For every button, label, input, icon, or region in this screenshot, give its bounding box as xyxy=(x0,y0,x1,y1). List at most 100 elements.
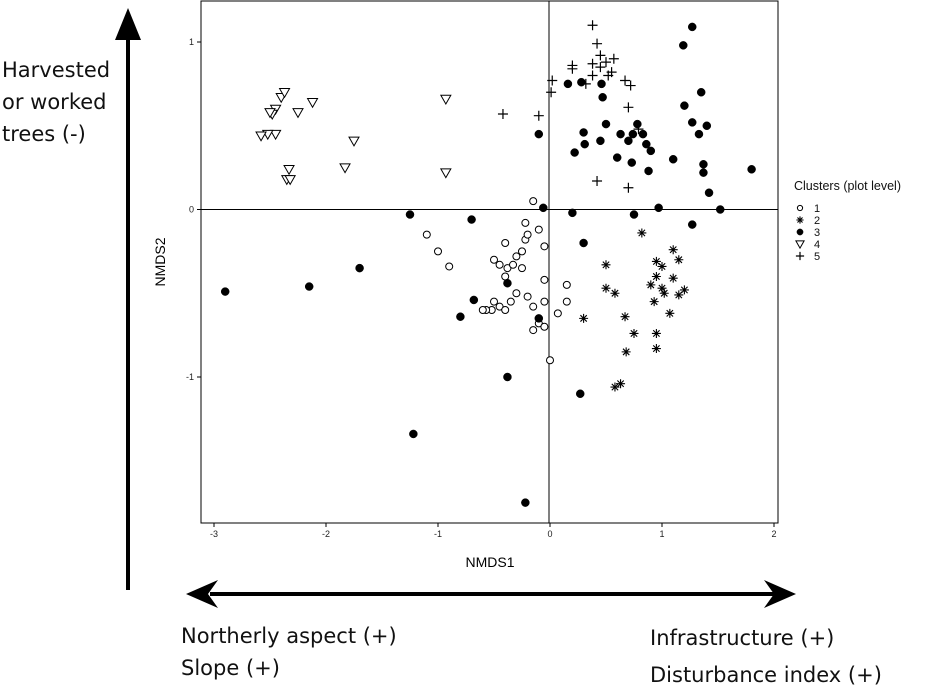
data-point-cluster-3 xyxy=(579,128,588,137)
data-point-cluster-1 xyxy=(529,197,538,206)
data-point-cluster-1 xyxy=(523,292,532,301)
data-point-cluster-3 xyxy=(638,129,648,139)
data-point-cluster-1 xyxy=(540,322,549,331)
data-point-cluster-3 xyxy=(539,203,548,213)
data-point-cluster-4 xyxy=(278,88,291,99)
data-point-cluster-2 xyxy=(651,328,661,338)
data-point-cluster-2 xyxy=(637,228,647,238)
horizontal-arrow-left-head xyxy=(186,580,218,608)
vertical-annotation-line-2: or worked xyxy=(2,90,107,114)
data-point-cluster-3 xyxy=(687,22,697,32)
data-point-cluster-4 xyxy=(264,108,276,119)
data-point-cluster-3 xyxy=(644,166,653,176)
data-point-cluster-4 xyxy=(269,129,282,141)
data-point-cluster-1 xyxy=(490,255,498,264)
data-point-cluster-3 xyxy=(629,210,639,219)
data-point-cluster-3 xyxy=(577,77,586,87)
data-point-cluster-4 xyxy=(306,98,319,109)
data-point-cluster-1 xyxy=(501,239,510,247)
data-point-cluster-1 xyxy=(540,275,549,284)
data-point-cluster-3 xyxy=(521,498,530,507)
data-point-cluster-4 xyxy=(283,165,295,176)
data-point-cluster-1 xyxy=(512,289,521,298)
legend-label-cluster-3: 3 xyxy=(814,227,820,239)
data-point-cluster-2 xyxy=(601,283,611,293)
data-point-cluster-4 xyxy=(348,136,360,147)
data-point-cluster-1 xyxy=(534,225,543,234)
data-point-cluster-3 xyxy=(646,146,656,156)
data-point-cluster-3 xyxy=(654,203,663,213)
data-point-cluster-5 xyxy=(623,102,634,113)
data-point-cluster-3 xyxy=(563,79,573,89)
data-point-cluster-2 xyxy=(674,255,684,265)
data-point-cluster-3 xyxy=(456,312,465,321)
data-point-cluster-1 xyxy=(434,247,442,256)
data-point-cluster-1 xyxy=(562,280,571,289)
x-tick-label: -2 xyxy=(322,529,330,539)
data-point-cluster-3 xyxy=(687,220,697,229)
data-point-cluster-2 xyxy=(668,273,678,283)
data-point-cluster-3 xyxy=(680,101,689,110)
data-point-cluster-3 xyxy=(699,168,708,177)
data-point-cluster-3 xyxy=(616,129,625,139)
data-point-cluster-4 xyxy=(339,163,351,174)
data-point-cluster-1 xyxy=(509,260,518,269)
data-point-cluster-1 xyxy=(553,309,562,318)
data-point-cluster-4 xyxy=(255,131,267,142)
y-tick-label: 0 xyxy=(189,205,194,215)
data-point-cluster-3 xyxy=(747,165,756,174)
data-points xyxy=(220,20,756,507)
data-point-cluster-5 xyxy=(620,75,631,86)
data-point-cluster-4 xyxy=(284,175,297,186)
data-point-cluster-5 xyxy=(625,80,636,91)
data-point-cluster-2 xyxy=(621,347,631,357)
data-point-cluster-3 xyxy=(687,118,697,127)
data-point-cluster-3 xyxy=(597,79,606,89)
data-point-cluster-2 xyxy=(674,290,684,300)
data-point-cluster-3 xyxy=(503,372,512,382)
data-point-cluster-3 xyxy=(570,148,579,157)
data-point-cluster-5 xyxy=(580,78,591,89)
data-point-cluster-2 xyxy=(665,308,675,318)
data-point-cluster-3 xyxy=(304,282,314,291)
data-point-cluster-5 xyxy=(497,109,508,120)
data-point-cluster-3 xyxy=(409,429,418,439)
vertical-annotation-line-3: trees (-) xyxy=(2,122,86,146)
plot-frame xyxy=(200,0,779,524)
data-point-cluster-3 xyxy=(668,155,678,164)
data-point-cluster-3 xyxy=(580,139,589,149)
x-tick-label: 1 xyxy=(659,529,664,539)
data-point-cluster-1 xyxy=(529,326,538,335)
vertical-arrow-head xyxy=(115,8,141,40)
data-point-cluster-1 xyxy=(478,306,487,314)
legend-label-cluster-2: 2 xyxy=(814,215,820,227)
data-point-cluster-3 xyxy=(627,158,637,167)
horizontal-arrow-right-head xyxy=(764,580,796,608)
data-point-cluster-1 xyxy=(540,297,549,306)
data-point-cluster-3 xyxy=(220,287,230,296)
y-tick-label: -1 xyxy=(186,372,194,382)
data-point-cluster-1 xyxy=(546,356,554,365)
data-point-cluster-2 xyxy=(646,280,656,290)
legend-label-cluster-1: 1 xyxy=(814,203,820,215)
data-point-cluster-2 xyxy=(610,382,620,392)
data-point-cluster-1 xyxy=(518,247,526,256)
data-point-cluster-2 xyxy=(659,288,669,298)
legend-marker-cluster-1 xyxy=(796,204,804,212)
data-point-cluster-5 xyxy=(533,110,544,121)
data-point-cluster-2 xyxy=(629,328,639,338)
data-point-cluster-1 xyxy=(512,252,521,261)
data-point-cluster-2 xyxy=(579,313,589,323)
data-point-cluster-3 xyxy=(633,119,642,129)
data-point-cluster-3 xyxy=(699,160,708,169)
x-tick-label: -1 xyxy=(434,529,442,539)
data-point-cluster-3 xyxy=(601,119,611,129)
data-point-cluster-2 xyxy=(679,285,689,295)
data-point-cluster-3 xyxy=(694,129,704,139)
legend-marker-cluster-4 xyxy=(795,240,805,250)
data-point-cluster-1 xyxy=(562,297,571,306)
x-tick-label: 2 xyxy=(771,529,776,539)
legend-marker-cluster-3 xyxy=(796,228,804,236)
data-point-cluster-3 xyxy=(534,314,544,323)
data-point-cluster-5 xyxy=(592,38,603,49)
